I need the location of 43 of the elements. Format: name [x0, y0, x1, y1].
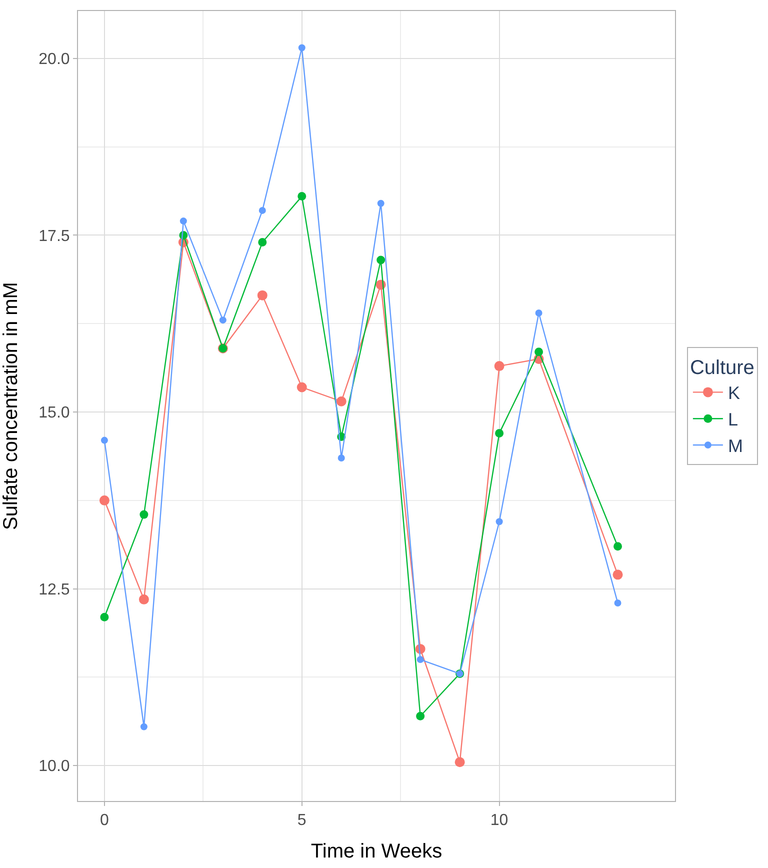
point — [416, 656, 424, 664]
point — [416, 712, 425, 720]
point — [219, 316, 226, 324]
x-tick-label: 10 — [490, 812, 508, 830]
y-axis-title: Sulfate concentration in mM — [0, 282, 22, 530]
x-axis-title: Time in Weeks — [310, 840, 442, 863]
point — [494, 361, 504, 372]
point — [296, 382, 307, 392]
point — [180, 218, 187, 225]
point — [495, 428, 504, 438]
point — [257, 290, 268, 300]
point — [612, 570, 623, 580]
point — [614, 542, 622, 551]
point — [377, 200, 384, 207]
point — [454, 757, 465, 768]
legend-label: K — [728, 383, 740, 404]
point — [140, 510, 148, 519]
x-tick-label: 0 — [100, 812, 109, 830]
y-tick-label: 17.5 — [38, 228, 70, 245]
point — [535, 310, 542, 316]
point — [138, 594, 149, 604]
y-tick-label: 20.0 — [38, 50, 70, 68]
legend-title: Culture — [690, 357, 754, 379]
point — [376, 256, 386, 264]
point — [298, 192, 306, 201]
point — [100, 612, 109, 622]
point — [336, 396, 346, 406]
point — [258, 238, 267, 247]
y-tick-label: 15.0 — [38, 404, 70, 422]
point — [496, 518, 503, 526]
y-tick-label: 10.0 — [38, 758, 70, 776]
point — [100, 436, 108, 444]
point — [298, 44, 306, 52]
point — [258, 206, 266, 214]
point — [140, 723, 148, 730]
point — [534, 348, 544, 356]
legend-label: M — [728, 436, 743, 456]
point — [614, 599, 622, 606]
point — [338, 454, 345, 462]
x-tick-label: 5 — [297, 812, 306, 830]
point — [99, 495, 110, 506]
legend-label: L — [728, 410, 738, 430]
y-tick-label: 12.5 — [38, 581, 70, 598]
